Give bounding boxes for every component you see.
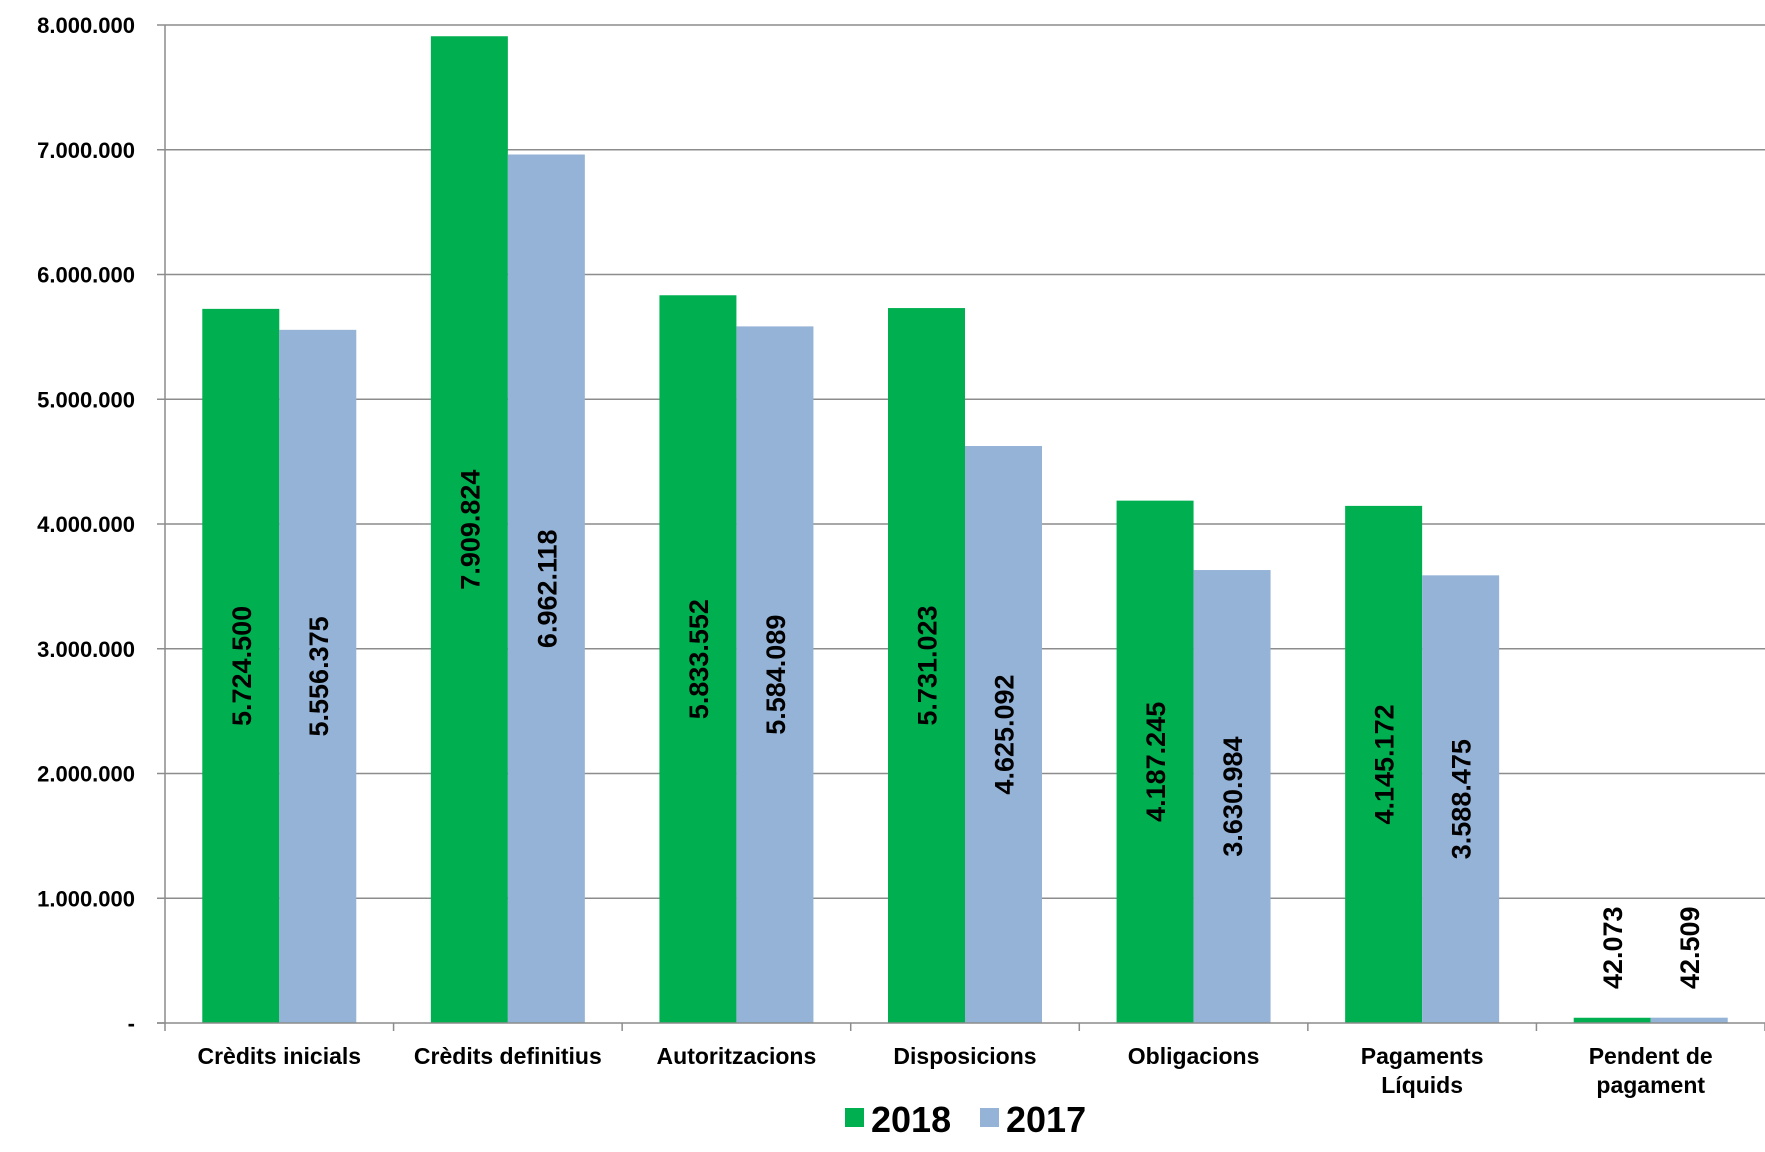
- legend-swatch-2018: [845, 1108, 864, 1127]
- data-label: 3.630.984: [1218, 736, 1248, 856]
- x-category-label: Crèdits inicials: [197, 1043, 361, 1069]
- x-category-label: Pendent de: [1589, 1043, 1713, 1069]
- bar-2018-3: [888, 308, 965, 1023]
- bar-2018-2: [659, 295, 737, 1023]
- bar-2017-6: [1650, 1017, 1728, 1023]
- bar-2018-5: [1345, 505, 1423, 1024]
- x-category-label: Crèdits definitius: [414, 1043, 602, 1069]
- data-label: 5.724.500: [227, 606, 257, 726]
- bar-2017-5: [1422, 575, 1500, 1023]
- data-label: 3.588.475: [1447, 739, 1477, 859]
- legend-swatch-2017: [980, 1108, 999, 1127]
- x-category-label: pagament: [1596, 1072, 1705, 1098]
- x-category-labels: Crèdits inicials Crèdits definitius Autori…: [197, 1043, 1712, 1098]
- x-category-label: Líquids: [1381, 1072, 1463, 1098]
- data-label: 4.625.092: [990, 674, 1020, 794]
- y-tick-label: 4.000.000: [37, 512, 135, 537]
- y-tick-label: 8.000.000: [37, 13, 135, 38]
- y-tick-label: 7.000.000: [37, 138, 135, 163]
- bar-2018-4: [1116, 500, 1194, 1023]
- data-label: 7.909.824: [455, 470, 485, 590]
- y-tick-label: 3.000.000: [37, 637, 135, 662]
- x-category-label: Obligacions: [1128, 1043, 1260, 1069]
- bar-2017-2: [736, 326, 814, 1023]
- x-category-label: Autoritzacions: [657, 1043, 817, 1069]
- legend-label-2018: 2018: [871, 1099, 951, 1140]
- data-label: 42.509: [1675, 906, 1705, 989]
- y-tick-label: 5.000.000: [37, 387, 135, 412]
- bars: [202, 36, 1728, 1024]
- legend-label-2017: 2017: [1006, 1099, 1086, 1140]
- y-tick-label: 2.000.000: [37, 762, 135, 787]
- bar-2017-1: [507, 154, 585, 1024]
- data-label: 4.145.172: [1370, 704, 1400, 824]
- x-category-label: Pagaments: [1361, 1043, 1484, 1069]
- data-label: 5.833.552: [684, 599, 714, 719]
- data-label: 5.731.023: [913, 605, 943, 725]
- y-tick-label: 1.000.000: [37, 886, 135, 911]
- data-label: 6.962.118: [532, 529, 562, 648]
- bar-2017-4: [1193, 570, 1271, 1023]
- data-label: 42.073: [1598, 906, 1628, 989]
- data-labels: 5.724.500 7.909.824 5.833.552 5.731.023 4.18…: [227, 470, 1705, 989]
- bar-2018-1: [430, 36, 508, 1024]
- y-tick-labels: - 1.000.000 2.000.000 3.000.000 4.000.000 5.0…: [37, 13, 135, 1036]
- data-label: 5.584.089: [761, 615, 791, 735]
- y-tick-label: 6.000.000: [37, 263, 135, 288]
- x-category-label: Disposicions: [893, 1043, 1036, 1069]
- axes: [157, 24, 1765, 1031]
- data-label: 4.187.245: [1141, 702, 1171, 822]
- y-tick-label: -: [128, 1011, 135, 1036]
- legend: 2018 2017: [845, 1099, 1086, 1140]
- bar-2017-0: [279, 329, 357, 1023]
- data-label: 5.556.375: [304, 616, 334, 736]
- bar-2018-6: [1573, 1017, 1651, 1023]
- bar-2018-0: [202, 308, 280, 1023]
- bar-2017-3: [965, 446, 1042, 1023]
